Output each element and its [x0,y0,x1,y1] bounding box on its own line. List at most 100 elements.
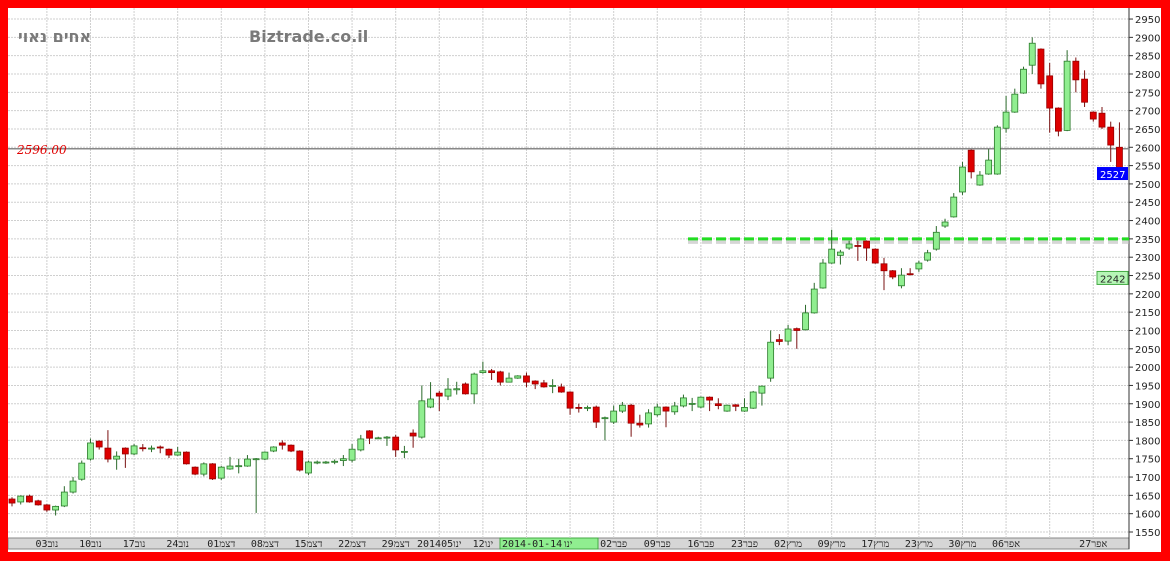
stock-name: אחים נאוי [18,27,92,46]
candle-up [584,407,591,409]
candle-up [339,458,347,461]
y-tick-label: 1550 [1135,528,1160,539]
candle-down [880,263,888,272]
candle-down [278,442,286,446]
candle-down [462,383,469,395]
candle-up [810,288,818,314]
x-tick-label: 2014ינו05 [417,539,462,550]
candle-down [182,451,190,465]
y-tick-label: 1950 [1135,381,1160,392]
candle-up [374,437,382,440]
candle-up [322,461,330,464]
candle-down [34,500,42,506]
candle-down [488,370,496,374]
x-tick-label: 01דצמ [207,539,235,550]
candle-down [191,466,199,475]
site-name: Biztrade.co.il [249,27,369,46]
candle-up [601,417,609,420]
candle-down [863,240,870,249]
candle-down [662,406,670,412]
candle-down [906,273,914,276]
candle-down [104,447,112,460]
candle-down [1055,107,1062,132]
candle-down [706,396,713,401]
x-tick-label: 29דצמ [382,539,410,550]
candle-up [52,505,59,511]
candle-down [1081,78,1088,103]
candle-down [8,498,16,504]
candle-up [383,436,391,439]
candle-up [932,231,940,250]
candle-up [680,397,687,407]
candle-up [924,252,931,261]
candle-down [732,404,740,407]
candle-up [453,388,461,391]
candle-up [671,405,679,413]
x-tick-label: 23פבר [731,539,758,550]
candle-up [1028,42,1036,66]
y-tick-label: 2000 [1135,363,1160,374]
x-tick-label: 24נוב [166,539,189,550]
candle-up [244,458,251,467]
candle-down [139,447,147,450]
candle-up [828,248,836,264]
y-tick-label: 2950 [1135,15,1160,26]
y-tick-label: 2750 [1135,88,1160,99]
x-tick-label: 27אפר [1079,539,1107,550]
candle-up [898,274,905,287]
candle-down [636,422,644,426]
y-tick-label: 2800 [1135,70,1160,81]
candle-up [444,388,452,397]
candle-up [17,495,25,503]
candle-up [305,461,312,474]
y-tick-label: 2400 [1135,217,1160,228]
candle-up [837,251,844,256]
x-tick-label: 02מרץ [774,539,802,550]
candle-up [313,461,321,464]
candle-down [1089,111,1097,120]
candle-up [69,480,77,493]
candle-up [418,400,426,438]
y-tick-label: 2150 [1135,308,1160,319]
candle-down [95,440,103,448]
y-tick-label: 1800 [1135,436,1160,447]
candle-up [645,412,652,425]
candle-up [514,375,522,379]
candle-down [592,406,600,423]
x-tick-label: 12ינו [473,539,494,550]
candle-down [575,407,583,409]
candle-up [174,451,182,456]
candle-down [627,404,635,424]
x-tick-label: 08דצמ [251,539,279,550]
candle-down [392,436,400,451]
y-tick-label: 2550 [1135,162,1160,173]
candle-down [496,371,504,383]
candle-down [1046,75,1054,109]
y-tick-label: 2450 [1135,198,1160,209]
candle-up [113,455,121,460]
y-tick-label: 1650 [1135,491,1160,502]
x-tick-label: 03נוב [36,539,59,550]
candle-up [252,458,260,461]
candle-up [470,373,478,395]
candle-up [130,445,138,455]
x-tick-label: 09מרץ [818,539,846,550]
candle-down [1072,60,1080,81]
x-tick-label: 16פבר [687,539,714,550]
candle-down [26,495,33,503]
x-tick-label: 06אפר [992,539,1020,550]
candle-down [209,463,216,480]
x-tick-label: 02פבר [600,539,627,550]
candle-down [1037,48,1045,85]
candle-up [78,462,86,480]
candle-down [540,382,548,388]
y-tick-label: 1700 [1135,473,1160,484]
candle-up [619,404,626,412]
marker-price-badge [1096,270,1129,285]
partial-date-label: ינו [564,539,573,550]
candle-down [566,391,574,409]
last-price-badge [1097,167,1128,181]
reference-line-label: 2596.00 [17,143,67,157]
candle-up [505,377,513,383]
candle-up [217,466,225,479]
